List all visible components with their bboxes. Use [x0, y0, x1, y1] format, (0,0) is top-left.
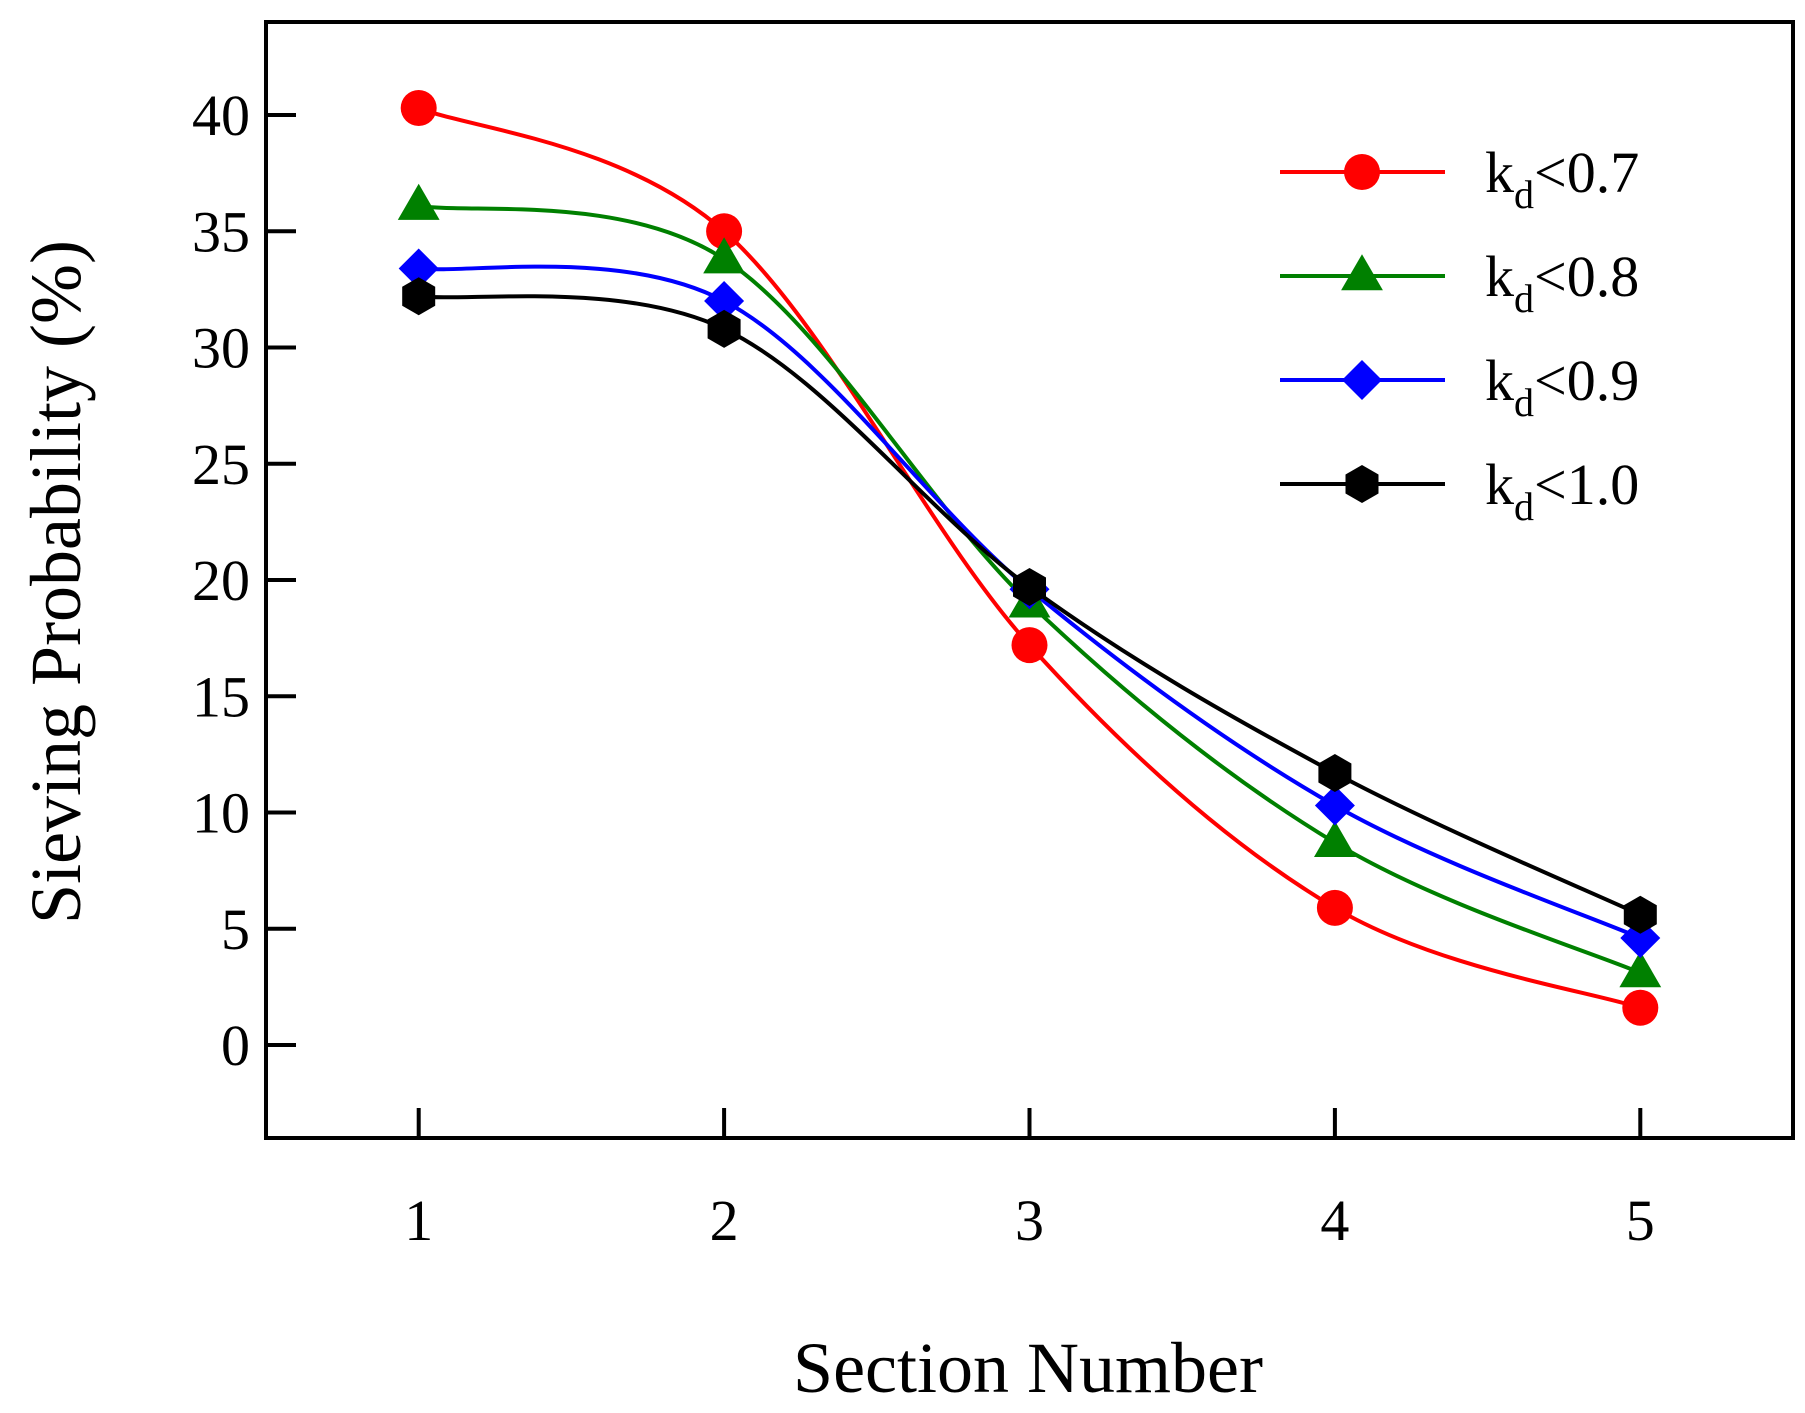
data-point-hexagon [1623, 895, 1657, 934]
x-tick-label: 4 [1320, 1188, 1349, 1253]
y-tick-label: 30 [192, 316, 250, 381]
y-tick-label: 40 [192, 83, 250, 148]
legend-label: kd<0.7 [1485, 140, 1639, 217]
y-tick-label: 35 [192, 199, 250, 264]
legend-label-rest: <0.8 [1534, 244, 1639, 309]
data-point-triangle [397, 183, 440, 220]
series-markers [397, 90, 1662, 1026]
data-point-hexagon [402, 277, 436, 316]
x-tick-label: 1 [404, 1188, 433, 1253]
y-tick-label: 10 [192, 781, 250, 846]
legend-label-main: k [1485, 244, 1514, 309]
x-tick-label: 3 [1015, 1188, 1044, 1253]
x-axis-ticks: 1 2 3 4 5 [404, 1108, 1655, 1253]
y-tick-label: 15 [192, 664, 250, 729]
x-tick-label: 2 [710, 1188, 739, 1253]
data-point-triangle [1314, 820, 1356, 857]
data-point-hexagon [707, 309, 741, 348]
legend-marker-triangle [1341, 254, 1383, 291]
legend-label-main: k [1485, 140, 1514, 205]
data-point-hexagon [1013, 568, 1046, 606]
y-axis-ticks: 0 5 10 15 20 25 30 35 40 [192, 83, 296, 1078]
legend-label: kd<1.0 [1485, 452, 1639, 529]
legend-label-rest: <0.9 [1534, 348, 1639, 413]
y-tick-label: 5 [221, 897, 250, 962]
data-point-circle [1011, 627, 1048, 664]
series-line [417, 106, 1641, 1010]
data-point-circle [1316, 889, 1353, 926]
legend-label-rest: <1.0 [1534, 452, 1639, 517]
legend-label-main: k [1485, 452, 1514, 517]
legend-label-main: k [1485, 348, 1514, 413]
legend-label-subscript: d [1514, 172, 1534, 217]
legend-label-rest: <0.7 [1534, 140, 1639, 205]
x-tick-label: 5 [1626, 1188, 1655, 1253]
legend-label: kd<0.9 [1485, 348, 1639, 425]
data-point-hexagon [1318, 754, 1352, 792]
data-point-triangle [703, 237, 745, 274]
data-point-triangle [1619, 951, 1662, 988]
data-point-circle [1622, 989, 1659, 1026]
legend-label-subscript: d [1514, 484, 1534, 529]
data-point-circle [400, 90, 437, 127]
series-curves [417, 106, 1642, 1010]
x-axis-title: Section Number [793, 1328, 1263, 1408]
data-point-diamond [398, 248, 439, 289]
legend: kd<0.7kd<0.8kd<0.9kd<1.0 [1280, 140, 1639, 529]
legend-marker-circle [1344, 154, 1380, 190]
legend-label-subscript: d [1514, 380, 1534, 425]
data-point-diamond [1314, 785, 1355, 826]
y-axis-title: Sieving Probability (%) [16, 240, 96, 924]
data-point-circle [706, 213, 743, 250]
y-tick-label: 0 [221, 1013, 250, 1078]
legend-label-subscript: d [1514, 276, 1534, 321]
data-point-diamond [704, 281, 745, 321]
y-tick-label: 20 [192, 548, 250, 613]
y-tick-label: 25 [192, 432, 250, 497]
legend-marker-diamond [1342, 360, 1382, 400]
legend-label: kd<0.8 [1485, 244, 1639, 321]
legend-marker-hexagon [1345, 465, 1379, 503]
